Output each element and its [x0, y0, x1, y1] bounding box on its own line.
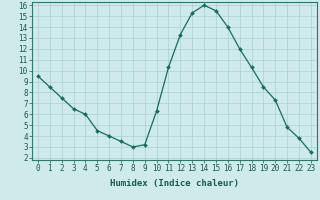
- X-axis label: Humidex (Indice chaleur): Humidex (Indice chaleur): [110, 179, 239, 188]
